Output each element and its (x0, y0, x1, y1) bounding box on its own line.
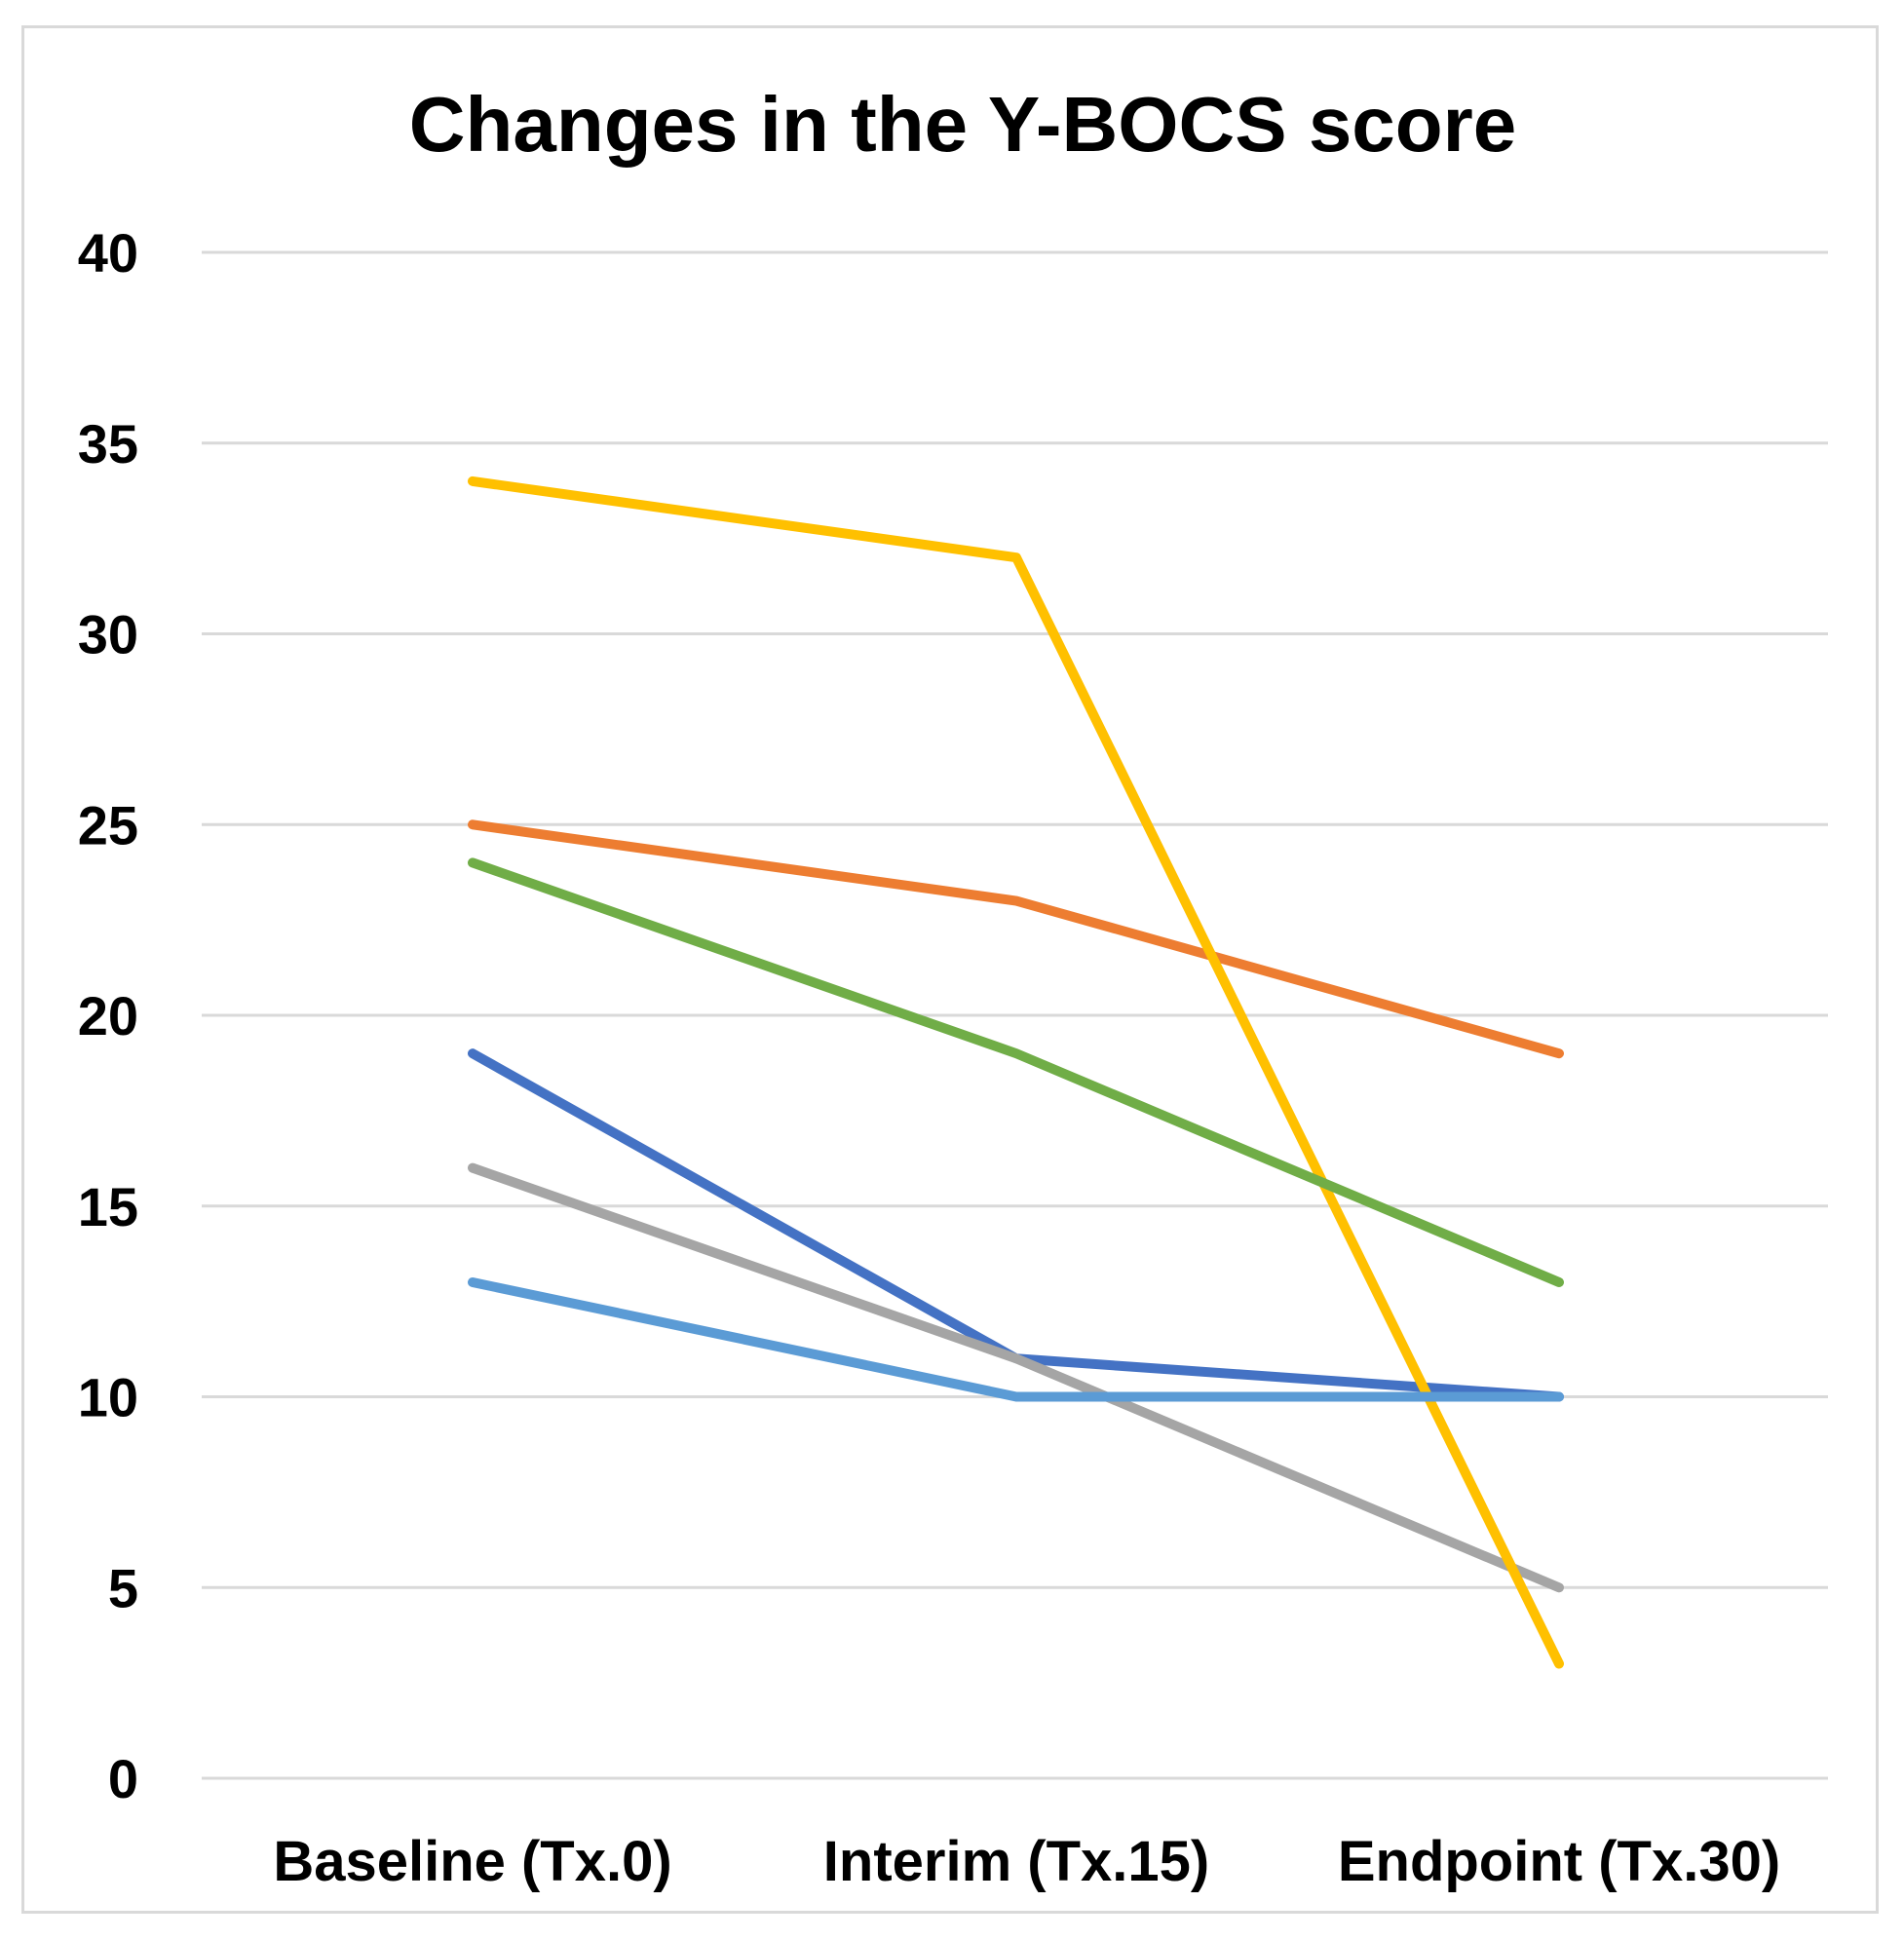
chart-frame (21, 25, 1879, 1914)
x-category-label: Interim (Tx.15) (823, 1830, 1209, 1893)
x-category-label: Baseline (Tx.0) (273, 1830, 671, 1893)
series-line-patient-3 (468, 1162, 1564, 1593)
y-tick-label: 35 (78, 413, 138, 475)
series-line-patient-2 (468, 819, 1564, 1059)
series-line-patient-4 (468, 475, 1564, 1669)
series-lines (468, 475, 1564, 1669)
series-line-patient-6 (468, 857, 1564, 1287)
x-axis-categories: Baseline (Tx.0) Interim (Tx.15) Endpoint (… (273, 1830, 1780, 1893)
y-tick-label: 20 (78, 985, 138, 1046)
y-tick-label: 40 (78, 222, 138, 284)
y-tick-label: 15 (78, 1176, 138, 1237)
y-tick-label: 5 (108, 1557, 138, 1618)
series-line-patient-5 (468, 1277, 1564, 1402)
y-tick-label: 25 (78, 794, 138, 856)
y-tick-label: 30 (78, 604, 138, 666)
gridlines (202, 250, 1828, 1780)
chart-title: Changes in the Y-BOCS score (409, 81, 1517, 168)
y-axis-ticks: 0 5 10 15 20 25 30 35 40 (78, 222, 138, 1809)
y-tick-label: 0 (108, 1748, 138, 1809)
x-category-label: Endpoint (Tx.30) (1338, 1830, 1780, 1893)
y-tick-label: 10 (78, 1367, 138, 1428)
